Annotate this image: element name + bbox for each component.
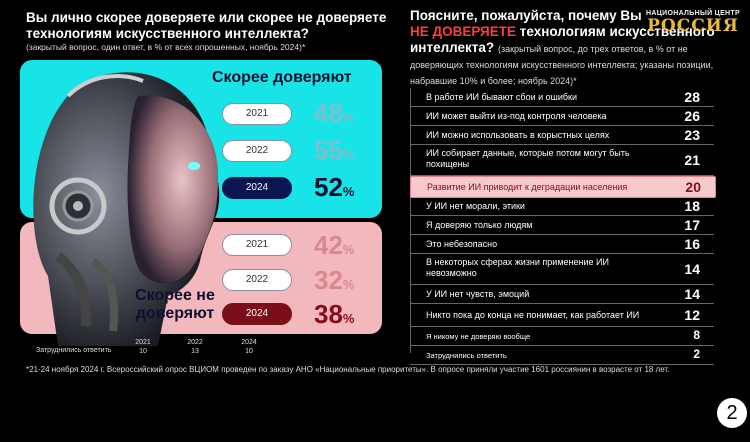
distrust-heading-line1: Скорее не [135,287,215,304]
reason-label: Я доверяю только людям [426,219,533,230]
reason-value: 20 [685,179,701,195]
reason-label: Я никому не доверяю вообще [426,331,531,341]
reason-value: 21 [684,152,700,168]
reason-value: 28 [684,89,700,105]
reason-value: 23 [684,127,700,143]
reason-row: В работе ИИ бывают сбои и ошибки 28 [410,88,714,107]
reason-row: Развитие ИИ приводит к деградации населе… [410,176,716,198]
undecided-2021: 2021 10 [135,339,151,355]
logo-line1: НАЦИОНАЛЬНЫЙ ЦЕНТР [646,10,740,17]
distrust-year-2024: 2024 [222,303,292,325]
distrust-value-2021: 42% [314,230,355,260]
distrust-heading-line2: доверяют [135,305,215,322]
distrust-value-2022: 32% [314,265,355,295]
reason-row: ИИ может выйти из-под контроля человека 2… [410,107,714,126]
distrust-year-2022: 2022 [222,269,292,291]
reason-label: У ИИ нет морали, этики [426,200,525,211]
reason-label: ИИ собирает данные, которые потом могут … [426,148,630,169]
reason-label: ИИ может выйти из-под контроля человека [426,110,607,121]
left-question-title: Вы лично скорее доверяете или скорее не … [26,10,387,41]
right-question-subtitle: (закрытый вопрос, до трех ответов, в % о… [410,44,714,86]
robot-head-illustration [33,72,220,346]
trust-year-2022: 2022 [222,140,292,162]
reason-row: ИИ можно использовать в корыстных целях 2… [410,126,714,145]
trust-value-2021: 48% [314,98,355,128]
reasons-left-rule [410,88,411,353]
logo-line2: РОССИЯ [647,16,739,36]
reason-row: У ИИ нет чувств, эмоций 14 [410,285,714,304]
reason-row: ИИ собирает данные, которые потом могут … [410,145,714,176]
distrust-heading: Скорее не доверяют [130,287,220,323]
reason-value: 12 [684,307,700,323]
reason-value: 17 [684,217,700,233]
right-title-line2: технологиям искусственного [519,24,715,39]
reason-label: ИИ можно использовать в корыстных целях [426,129,610,140]
logo: НАЦИОНАЛЬНЫЙ ЦЕНТР РОССИЯ [643,10,743,35]
page-number: 2 [717,398,747,428]
reason-label: У ИИ нет чувств, эмоций [426,288,530,299]
reason-row: Это небезопасно 16 [410,235,714,254]
reason-value: 26 [684,108,700,124]
undecided-label: Затруднились ответить [36,347,112,354]
trust-value-2024: 52% [314,172,355,202]
reason-value: 18 [684,198,700,214]
right-question-title: Поясните, пожалуйста, почему Вы НЕ ДОВЕР… [410,8,730,88]
reason-row: Затруднились ответить 2 [410,346,714,365]
undecided-2022: 2022 13 [187,339,203,355]
reason-value: 2 [693,347,700,361]
reason-row: Никто пока до конца не понимает, как раб… [410,304,714,327]
reason-value: 16 [684,236,700,252]
reason-row: Я доверяю только людям 17 [410,216,714,235]
right-title-line3: интеллекта? [410,40,495,55]
reason-row: Я никому не доверяю вообще 8 [410,327,714,346]
left-question-subtitle: (закрытый вопрос, один ответ, в % от все… [26,42,306,52]
reason-value: 14 [684,261,700,277]
right-title-line1: Поясните, пожалуйста, почему Вы [410,8,642,23]
right-title-red: НЕ ДОВЕРЯЕТЕ [410,24,517,39]
undecided-2024: 2024 10 [241,339,257,355]
reason-label: В работе ИИ бывают сбои и ошибки [426,91,578,102]
distrust-year-2021: 2021 [222,234,292,256]
trust-year-2021: 2021 [222,103,292,125]
trust-value-2022: 55% [314,135,355,165]
reason-label: Развитие ИИ приводит к деградации населе… [427,181,628,192]
distrust-value-2024: 38% [314,299,355,329]
reason-value: 14 [684,286,700,302]
reason-label: Это небезопасно [426,238,498,249]
reason-row: У ИИ нет морали, этики 18 [410,197,714,216]
reason-row: В некоторых сферах жизни применение ИИ н… [410,254,714,285]
reason-label: В некоторых сферах жизни применение ИИ н… [426,257,609,278]
reason-label: Затруднились ответить [426,350,507,360]
trust-year-2024: 2024 [222,177,292,199]
footnote: *21-24 ноября 2024 г. Всероссийский опро… [26,365,670,374]
trust-heading: Скорее доверяют [212,69,352,86]
reason-value: 8 [693,328,700,342]
reason-label: Никто пока до конца не понимает, как раб… [426,309,640,320]
